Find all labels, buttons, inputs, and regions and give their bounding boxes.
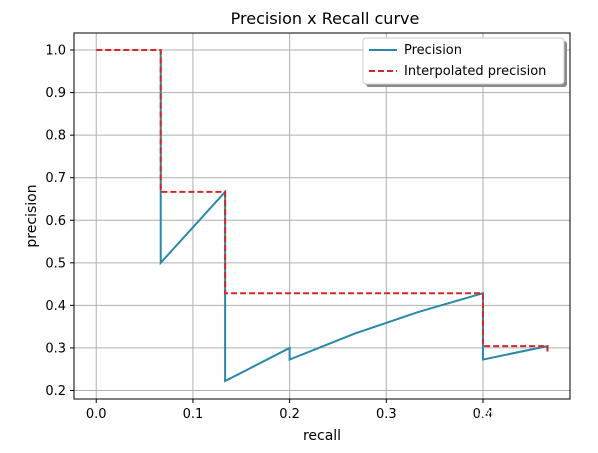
legend-label-precision: Precision xyxy=(404,43,462,58)
series-line-precision xyxy=(159,50,549,383)
y-tick-label: 1.0 xyxy=(45,44,66,59)
x-tick-label: 0.2 xyxy=(279,407,300,422)
y-tick-label: 0.3 xyxy=(45,341,66,356)
watermark: 知乎 @JimmyHua xyxy=(444,406,570,424)
grid xyxy=(74,33,570,399)
y-tick-label: 0.2 xyxy=(45,384,66,399)
x-axis-ticks: 0.0 0.1 0.2 0.3 0.4 xyxy=(86,399,493,422)
y-tick-label: 0.8 xyxy=(45,129,66,144)
x-tick-label: 0.3 xyxy=(376,407,397,422)
legend: Precision Interpolated precision xyxy=(362,37,567,87)
x-tick-label: 0.4 xyxy=(473,407,494,422)
y-tick-label: 0.5 xyxy=(45,256,66,271)
y-tick-label: 0.6 xyxy=(45,214,66,229)
plot-frame xyxy=(73,32,571,400)
y-axis-ticks: 0.2 0.3 0.4 0.5 0.6 0.7 0.8 0.9 1.0 xyxy=(45,44,74,399)
y-tick-label: 0.9 xyxy=(45,86,66,101)
legend-box xyxy=(362,37,565,85)
x-axis-label: recall xyxy=(303,428,341,444)
series-layer xyxy=(96,49,549,383)
chart-title: Precision x Recall curve xyxy=(231,9,420,28)
legend-label-interpolated-precision: Interpolated precision xyxy=(404,64,546,79)
y-tick-label: 0.4 xyxy=(45,299,66,314)
x-tick-label: 0.1 xyxy=(183,407,204,422)
series-line-interpolated-precision xyxy=(96,49,549,352)
y-tick-label: 0.7 xyxy=(45,171,66,186)
x-tick-label: 0.0 xyxy=(86,407,107,422)
y-axis-label: precision xyxy=(24,184,40,247)
